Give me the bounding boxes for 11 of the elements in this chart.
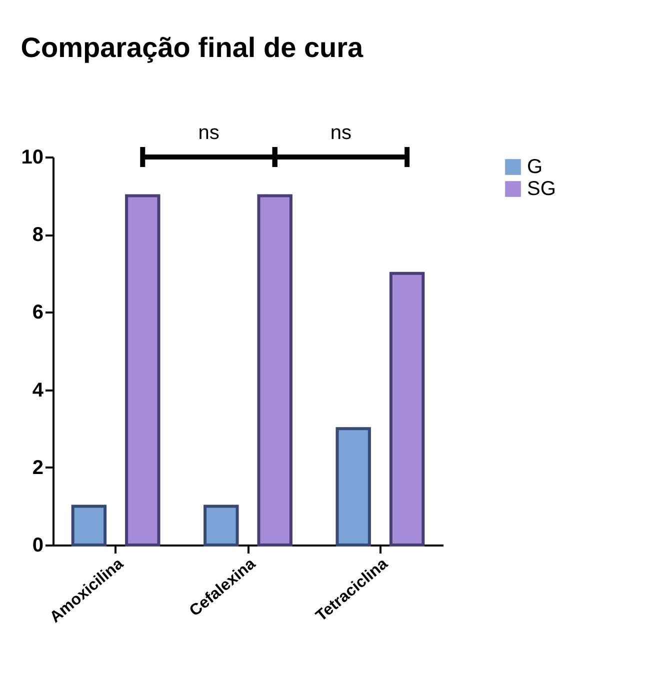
y-tick-label: 2 (32, 456, 44, 479)
y-tick-label: 8 (32, 224, 44, 246)
legend-label: SG (527, 178, 556, 200)
text: ns (330, 122, 352, 144)
y-tick-label: 4 (32, 379, 44, 402)
text: ns (198, 122, 220, 144)
chart-title: Comparação final de cura (20, 32, 364, 63)
legend-label: G (527, 156, 543, 178)
y-tick-label: 10 (21, 146, 44, 168)
y-tick-label: 0 (32, 534, 44, 556)
y-tick-label: 6 (32, 302, 44, 324)
